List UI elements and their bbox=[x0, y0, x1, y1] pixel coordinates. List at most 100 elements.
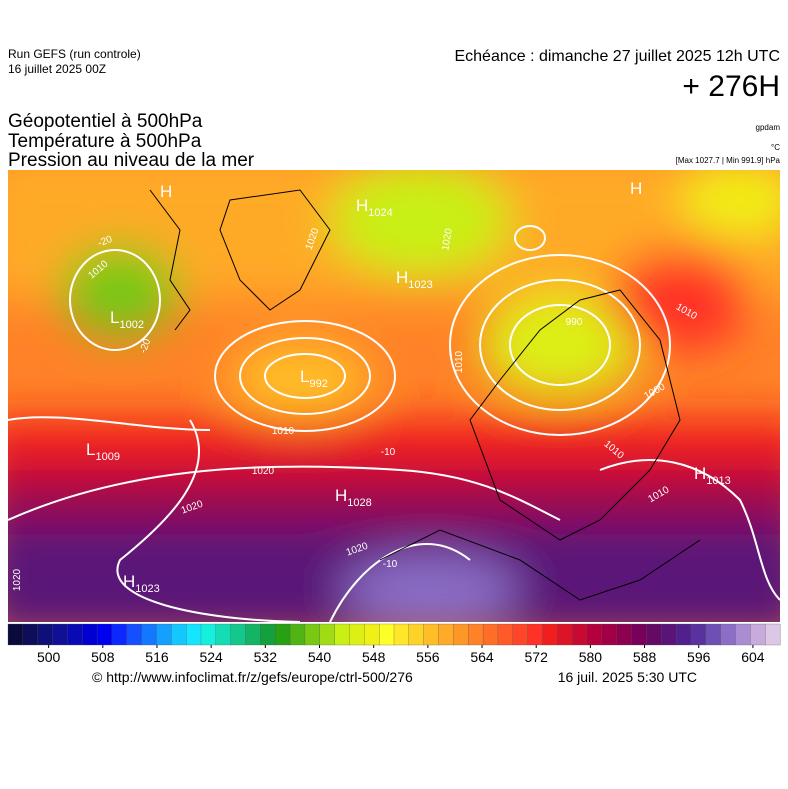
pressure-center: H1028 bbox=[335, 486, 372, 509]
tick-label: 500 bbox=[37, 649, 61, 665]
pressure-center: H bbox=[630, 179, 642, 198]
color-box bbox=[200, 623, 217, 646]
run: Run GEFS (run controle) bbox=[8, 47, 141, 61]
unit: °C bbox=[771, 143, 780, 152]
color-box bbox=[631, 623, 647, 646]
center-value: 1013 bbox=[706, 475, 730, 487]
center-symbol: H bbox=[123, 572, 135, 591]
color-box bbox=[572, 623, 588, 646]
color-box bbox=[468, 623, 484, 646]
color-box bbox=[289, 623, 306, 646]
center-symbol: H bbox=[630, 179, 642, 198]
echeance: Echéance : dimanche 27 juillet 2025 12h … bbox=[454, 48, 780, 65]
source: © http://www.infoclimat.fr/z/gefs/europe… bbox=[92, 669, 413, 685]
color-box bbox=[215, 623, 232, 646]
pressure-center: H1024 bbox=[356, 196, 393, 219]
color-box bbox=[349, 623, 365, 646]
color-box bbox=[37, 623, 53, 646]
pressure-center: H bbox=[160, 182, 172, 201]
color-box bbox=[497, 623, 514, 646]
center-value: 1023 bbox=[408, 279, 432, 291]
title: Pression au niveau de la mer bbox=[8, 150, 255, 171]
tick-label: 588 bbox=[633, 649, 657, 665]
color-box bbox=[156, 623, 172, 646]
tick-label: 564 bbox=[470, 649, 494, 665]
color-box bbox=[319, 623, 336, 646]
color-box bbox=[126, 623, 143, 646]
color-box bbox=[111, 623, 128, 646]
center-symbol: H bbox=[694, 464, 706, 483]
lead-time: + 276H bbox=[682, 70, 780, 103]
center-value: 1023 bbox=[135, 583, 159, 595]
color-box bbox=[720, 623, 736, 646]
color-box bbox=[260, 623, 276, 646]
color-box bbox=[171, 623, 187, 646]
tick-label: 540 bbox=[308, 649, 332, 665]
timestamp: 16 juil. 2025 5:30 UTC bbox=[558, 669, 697, 685]
color-box bbox=[67, 623, 83, 646]
pressure-center: L1002 bbox=[110, 308, 144, 331]
color-box bbox=[141, 623, 157, 646]
contour-label: -20 bbox=[96, 234, 114, 249]
color-box bbox=[230, 623, 246, 646]
title: Température à 500hPa bbox=[8, 131, 202, 152]
color-box bbox=[750, 623, 766, 646]
color-box bbox=[646, 623, 662, 646]
tick-label: 572 bbox=[525, 649, 549, 665]
contour-label: 1020 bbox=[440, 227, 455, 251]
pressure-center: L992 bbox=[300, 367, 328, 390]
color-box bbox=[690, 623, 707, 646]
center-value: 1002 bbox=[119, 319, 143, 331]
color-box bbox=[364, 623, 380, 646]
color-box bbox=[7, 623, 24, 646]
center-symbol: L bbox=[86, 440, 95, 459]
color-box bbox=[379, 623, 395, 646]
color-box bbox=[616, 623, 632, 646]
contour-label: 990 bbox=[566, 317, 583, 328]
center-symbol: L bbox=[110, 308, 119, 327]
tick-label: 604 bbox=[741, 649, 765, 665]
contour-label: 1010 bbox=[454, 350, 465, 373]
center-symbol: H bbox=[356, 196, 368, 215]
color-box bbox=[52, 623, 68, 646]
color-box bbox=[512, 623, 529, 646]
center-value: 1024 bbox=[368, 207, 392, 219]
pressure-center: H1023 bbox=[123, 572, 160, 595]
pressure-center: H1023 bbox=[396, 268, 433, 291]
color-box bbox=[245, 623, 261, 646]
color-box bbox=[765, 623, 781, 646]
contour-label: 1010 bbox=[272, 426, 295, 437]
color-box bbox=[393, 623, 410, 646]
color-box bbox=[586, 623, 603, 646]
tick-label: 516 bbox=[145, 649, 169, 665]
title: Géopotentiel à 500hPa bbox=[8, 111, 203, 132]
color-box bbox=[334, 623, 350, 646]
tick-label: 556 bbox=[416, 649, 440, 665]
center-value: 992 bbox=[309, 378, 327, 390]
colorbar: 500 508 516 524 532 540 548 556 564 572 580 588 596 6… bbox=[7, 623, 781, 665]
color-box bbox=[527, 623, 543, 646]
contour-label: -10 bbox=[383, 559, 398, 570]
contour-label: -20 bbox=[138, 337, 153, 355]
contour-label: 1020 bbox=[12, 568, 23, 591]
color-box bbox=[601, 623, 618, 646]
pressure-center: H1013 bbox=[694, 464, 731, 487]
run-date: 16 juillet 2025 00Z bbox=[8, 62, 106, 76]
color-box bbox=[96, 623, 113, 646]
color-box bbox=[304, 623, 321, 646]
center-symbol: H bbox=[160, 182, 172, 201]
contour-label: -10 bbox=[381, 447, 396, 458]
color-box bbox=[275, 623, 291, 646]
color-box bbox=[735, 623, 751, 646]
color-box bbox=[482, 623, 499, 646]
color-box bbox=[22, 623, 39, 646]
unit: gpdam bbox=[756, 123, 781, 132]
color-box bbox=[186, 623, 202, 646]
color-box bbox=[82, 623, 98, 646]
tick-label: 524 bbox=[199, 649, 223, 665]
center-value: 1028 bbox=[347, 497, 371, 509]
pressure-center: L1009 bbox=[86, 440, 120, 463]
center-symbol: H bbox=[396, 268, 408, 287]
center-value: 1009 bbox=[95, 451, 119, 463]
